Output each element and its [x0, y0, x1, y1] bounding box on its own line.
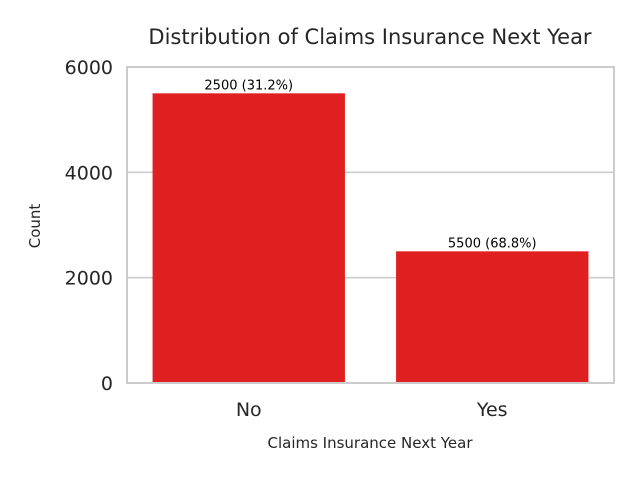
y-tick-label: 2000 [65, 268, 113, 290]
y-tick-label: 6000 [65, 57, 113, 79]
x-tick-labels: No Yes [236, 399, 508, 421]
bars [152, 93, 589, 383]
y-tick-label: 4000 [65, 162, 113, 184]
bar [152, 93, 345, 383]
x-tick-label: Yes [476, 399, 508, 421]
x-tick-label: No [236, 399, 262, 421]
chart-title: Distribution of Claims Insurance Next Ye… [148, 25, 592, 49]
y-axis-label: Count [26, 204, 44, 249]
plot-frame [126, 66, 615, 384]
bar-value-labels: 2500 (31.2%) 5500 (68.8%) [204, 78, 536, 251]
bar-value-label: 2500 (31.2%) [204, 78, 293, 93]
y-tick-label: 0 [101, 373, 113, 395]
x-axis-label: Claims Insurance Next Year [267, 434, 473, 452]
bar [396, 251, 589, 383]
y-tick-labels: 0 2000 4000 6000 [65, 57, 113, 395]
bar-value-label: 5500 (68.8%) [448, 236, 537, 251]
